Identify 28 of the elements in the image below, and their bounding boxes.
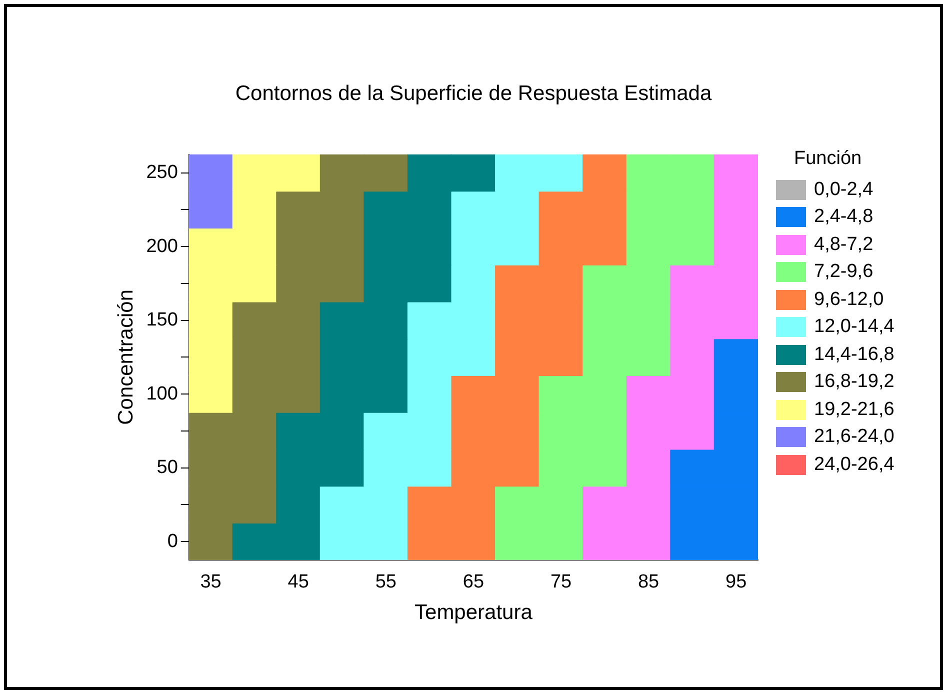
color-bar-label: 24,0-26,4: [814, 454, 894, 476]
x-tick-label: 85: [638, 572, 660, 593]
x-tick-label: 95: [726, 572, 747, 593]
color-bar-label: 21,6-24,0: [814, 426, 894, 448]
x-tick-label: 65: [462, 572, 484, 593]
x-axis-title: Temperatura: [414, 601, 533, 624]
color-bar-label: 4,8-7,2: [814, 234, 874, 256]
color-bar-label: 16,8-19,2: [814, 371, 894, 394]
x-tick-label: 45: [288, 572, 309, 593]
y-tick-label: 100: [146, 383, 178, 404]
x-tick-label: 55: [375, 572, 396, 593]
color-bar-label: 19,2-21,6: [814, 398, 894, 421]
y-tick-label: 0: [167, 530, 178, 552]
color-bar-label: 7,2-9,6: [814, 261, 874, 284]
color-bar-label: 9,6-12,0: [814, 288, 884, 311]
x-tick-label: 75: [550, 572, 572, 593]
color-bar-label: 2,4-4,8: [814, 206, 874, 228]
legend-title: Función: [794, 148, 863, 170]
y-tick-label: 50: [156, 457, 178, 478]
y-tick-label: 200: [146, 236, 178, 257]
y-tick-label: 150: [146, 310, 178, 331]
y-axis-title: Concentración: [114, 289, 138, 425]
color-bar-label: 12,0-14,4: [814, 316, 894, 338]
x-tick-label: 35: [200, 572, 222, 593]
color-bar-label: 0,0-2,4: [814, 178, 874, 201]
chart-title: Contornos de la Superficie de Respuesta Estimada: [234, 82, 713, 106]
color-bar-label: 14,4-16,8: [814, 344, 894, 366]
y-tick-label: 250: [146, 162, 178, 184]
